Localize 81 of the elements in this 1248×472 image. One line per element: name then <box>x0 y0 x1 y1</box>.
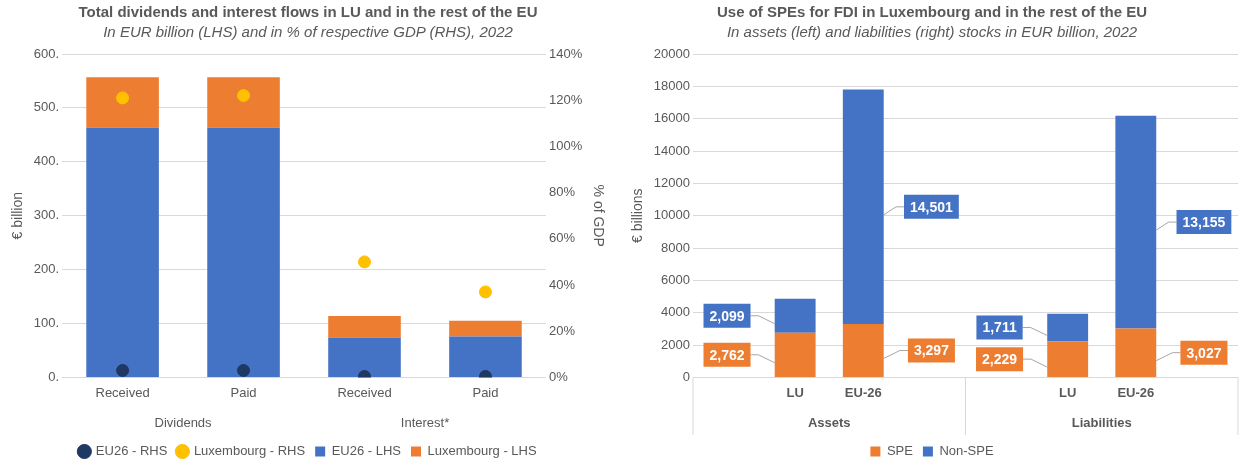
legend-label: Luxembourg - LHS <box>427 443 537 459</box>
text: Dividends <box>154 414 213 430</box>
data-label: 2,762 <box>709 346 745 363</box>
point <box>116 363 130 377</box>
text: Interest* <box>400 414 450 430</box>
y2-tick-label: 120% <box>548 91 583 107</box>
y-tick-label: 2000 <box>661 336 690 352</box>
bar <box>449 336 522 377</box>
data-label: 3,297 <box>913 342 950 359</box>
y-tick-label: 600. <box>33 45 60 61</box>
x-tick-label: Paid <box>472 384 499 400</box>
y-tick-label: 0. <box>48 368 60 384</box>
y-tick-label: 14000 <box>653 142 690 158</box>
chart-subtitle: In assets (left) and liabilities (right) stocks in EUR billion, 2022 <box>726 23 1138 41</box>
y-tick-label: 16000 <box>653 110 690 126</box>
y-tick-label: 0 <box>682 368 690 384</box>
y2-tick-label: 20% <box>548 322 576 338</box>
chart-title: Use of SPEs for FDI in Luxembourg and in the rest of the EU <box>716 3 1148 21</box>
data-label: 2,229 <box>982 350 1018 367</box>
x-tick-label: LU <box>786 384 804 400</box>
legend-label: EU26 - LHS <box>331 443 402 459</box>
data-label: 2,099 <box>709 307 745 324</box>
bar <box>1047 341 1089 377</box>
x-tick-label: EU-26 <box>844 384 882 400</box>
y-tick-label: 300. <box>33 207 60 223</box>
legend-label: Non-SPE <box>939 443 994 459</box>
data-label: 13,155 <box>1182 213 1226 230</box>
x-tick-label: LU <box>1059 384 1077 400</box>
x-tick-label: EU-26 <box>1117 384 1155 400</box>
y2-tick-label: 140% <box>548 45 583 61</box>
y-tick-label: 8000 <box>661 239 690 255</box>
legend-label: Luxembourg - RHS <box>193 443 306 459</box>
bar <box>774 332 816 377</box>
bar <box>842 324 884 377</box>
x-tick-label: Paid <box>230 384 257 400</box>
y2-axis-title: % of GDP <box>590 184 607 247</box>
bar <box>1047 313 1089 342</box>
data-label: 3,027 <box>1186 344 1222 361</box>
text: Liabilities <box>1071 414 1132 430</box>
y-tick-label: 4000 <box>661 304 690 320</box>
y2-tick-label: 40% <box>548 276 576 292</box>
y-tick-label: 100. <box>33 315 60 331</box>
point <box>237 363 251 377</box>
bar <box>328 315 401 338</box>
x-tick-label: Received <box>95 384 150 400</box>
bar <box>86 77 159 128</box>
bar <box>1115 328 1157 377</box>
bar <box>774 298 816 333</box>
y-tick-label: 18000 <box>653 77 690 93</box>
y-tick-label: 6000 <box>661 271 690 287</box>
y2-tick-label: 0% <box>548 368 569 384</box>
bar <box>328 337 401 377</box>
point <box>478 285 492 299</box>
chart-subtitle: In EUR billion (LHS) and in % of respective GDP (RHS), 2022 <box>103 23 514 41</box>
data-label: 14,501 <box>910 198 954 215</box>
bar <box>449 320 522 337</box>
y2-tick-label: 100% <box>548 137 583 153</box>
legend-label: SPE <box>886 443 914 459</box>
legend-label: EU26 - RHS <box>95 443 168 459</box>
data-label: 1,711 <box>982 319 1017 336</box>
y-axis-title: € billion <box>9 191 26 240</box>
bar <box>207 77 280 128</box>
y-tick-label: 10000 <box>653 207 690 223</box>
y-axis-title: € billions <box>629 188 646 243</box>
y-tick-label: 12000 <box>653 174 690 190</box>
y2-tick-label: 60% <box>548 230 576 246</box>
bar <box>1115 115 1157 329</box>
chart-title: Total dividends and interest flows in LU and in the rest of the EU <box>78 3 538 21</box>
point <box>358 255 372 269</box>
bar <box>842 89 884 325</box>
y-tick-label: 500. <box>33 99 60 115</box>
y-tick-label: 400. <box>33 153 60 169</box>
y-tick-label: 20000 <box>653 45 690 61</box>
point <box>116 91 130 105</box>
text: Assets <box>807 414 851 430</box>
y-tick-label: 200. <box>33 261 60 277</box>
x-tick-label: Received <box>337 384 392 400</box>
bar <box>207 127 280 377</box>
bar <box>86 127 159 377</box>
y2-tick-label: 80% <box>548 184 576 200</box>
point <box>237 89 251 103</box>
